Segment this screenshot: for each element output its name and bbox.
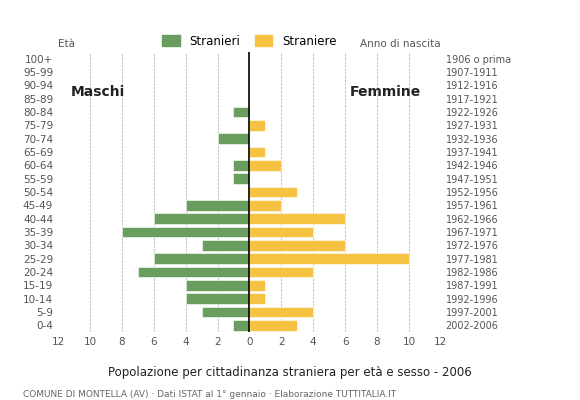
- Text: Maschi: Maschi: [71, 85, 125, 99]
- Bar: [249, 160, 281, 170]
- Bar: [233, 174, 249, 184]
- Text: Anno di nascita: Anno di nascita: [360, 39, 441, 49]
- Text: COMUNE DI MONTELLA (AV) · Dati ISTAT al 1° gennaio · Elaborazione TUTTITALIA.IT: COMUNE DI MONTELLA (AV) · Dati ISTAT al …: [23, 390, 397, 399]
- Bar: [202, 240, 249, 250]
- Bar: [186, 200, 249, 210]
- Bar: [154, 254, 249, 264]
- Bar: [249, 200, 281, 210]
- Bar: [249, 294, 266, 304]
- Bar: [249, 307, 313, 317]
- Bar: [138, 267, 249, 277]
- Bar: [249, 240, 345, 250]
- Text: Età: Età: [58, 39, 75, 49]
- Bar: [249, 187, 297, 197]
- Bar: [233, 320, 249, 330]
- Bar: [202, 307, 249, 317]
- Bar: [233, 107, 249, 117]
- Bar: [186, 294, 249, 304]
- Legend: Stranieri, Straniere: Stranieri, Straniere: [158, 30, 341, 52]
- Bar: [249, 254, 409, 264]
- Bar: [249, 227, 313, 237]
- Text: Femmine: Femmine: [349, 85, 420, 99]
- Bar: [233, 160, 249, 170]
- Bar: [154, 214, 249, 224]
- Bar: [218, 134, 249, 144]
- Bar: [249, 280, 266, 290]
- Bar: [249, 320, 297, 330]
- Bar: [249, 214, 345, 224]
- Bar: [122, 227, 249, 237]
- Bar: [249, 120, 266, 130]
- Text: Popolazione per cittadinanza straniera per età e sesso - 2006: Popolazione per cittadinanza straniera p…: [108, 366, 472, 379]
- Bar: [186, 280, 249, 290]
- Bar: [249, 147, 266, 157]
- Bar: [249, 267, 313, 277]
